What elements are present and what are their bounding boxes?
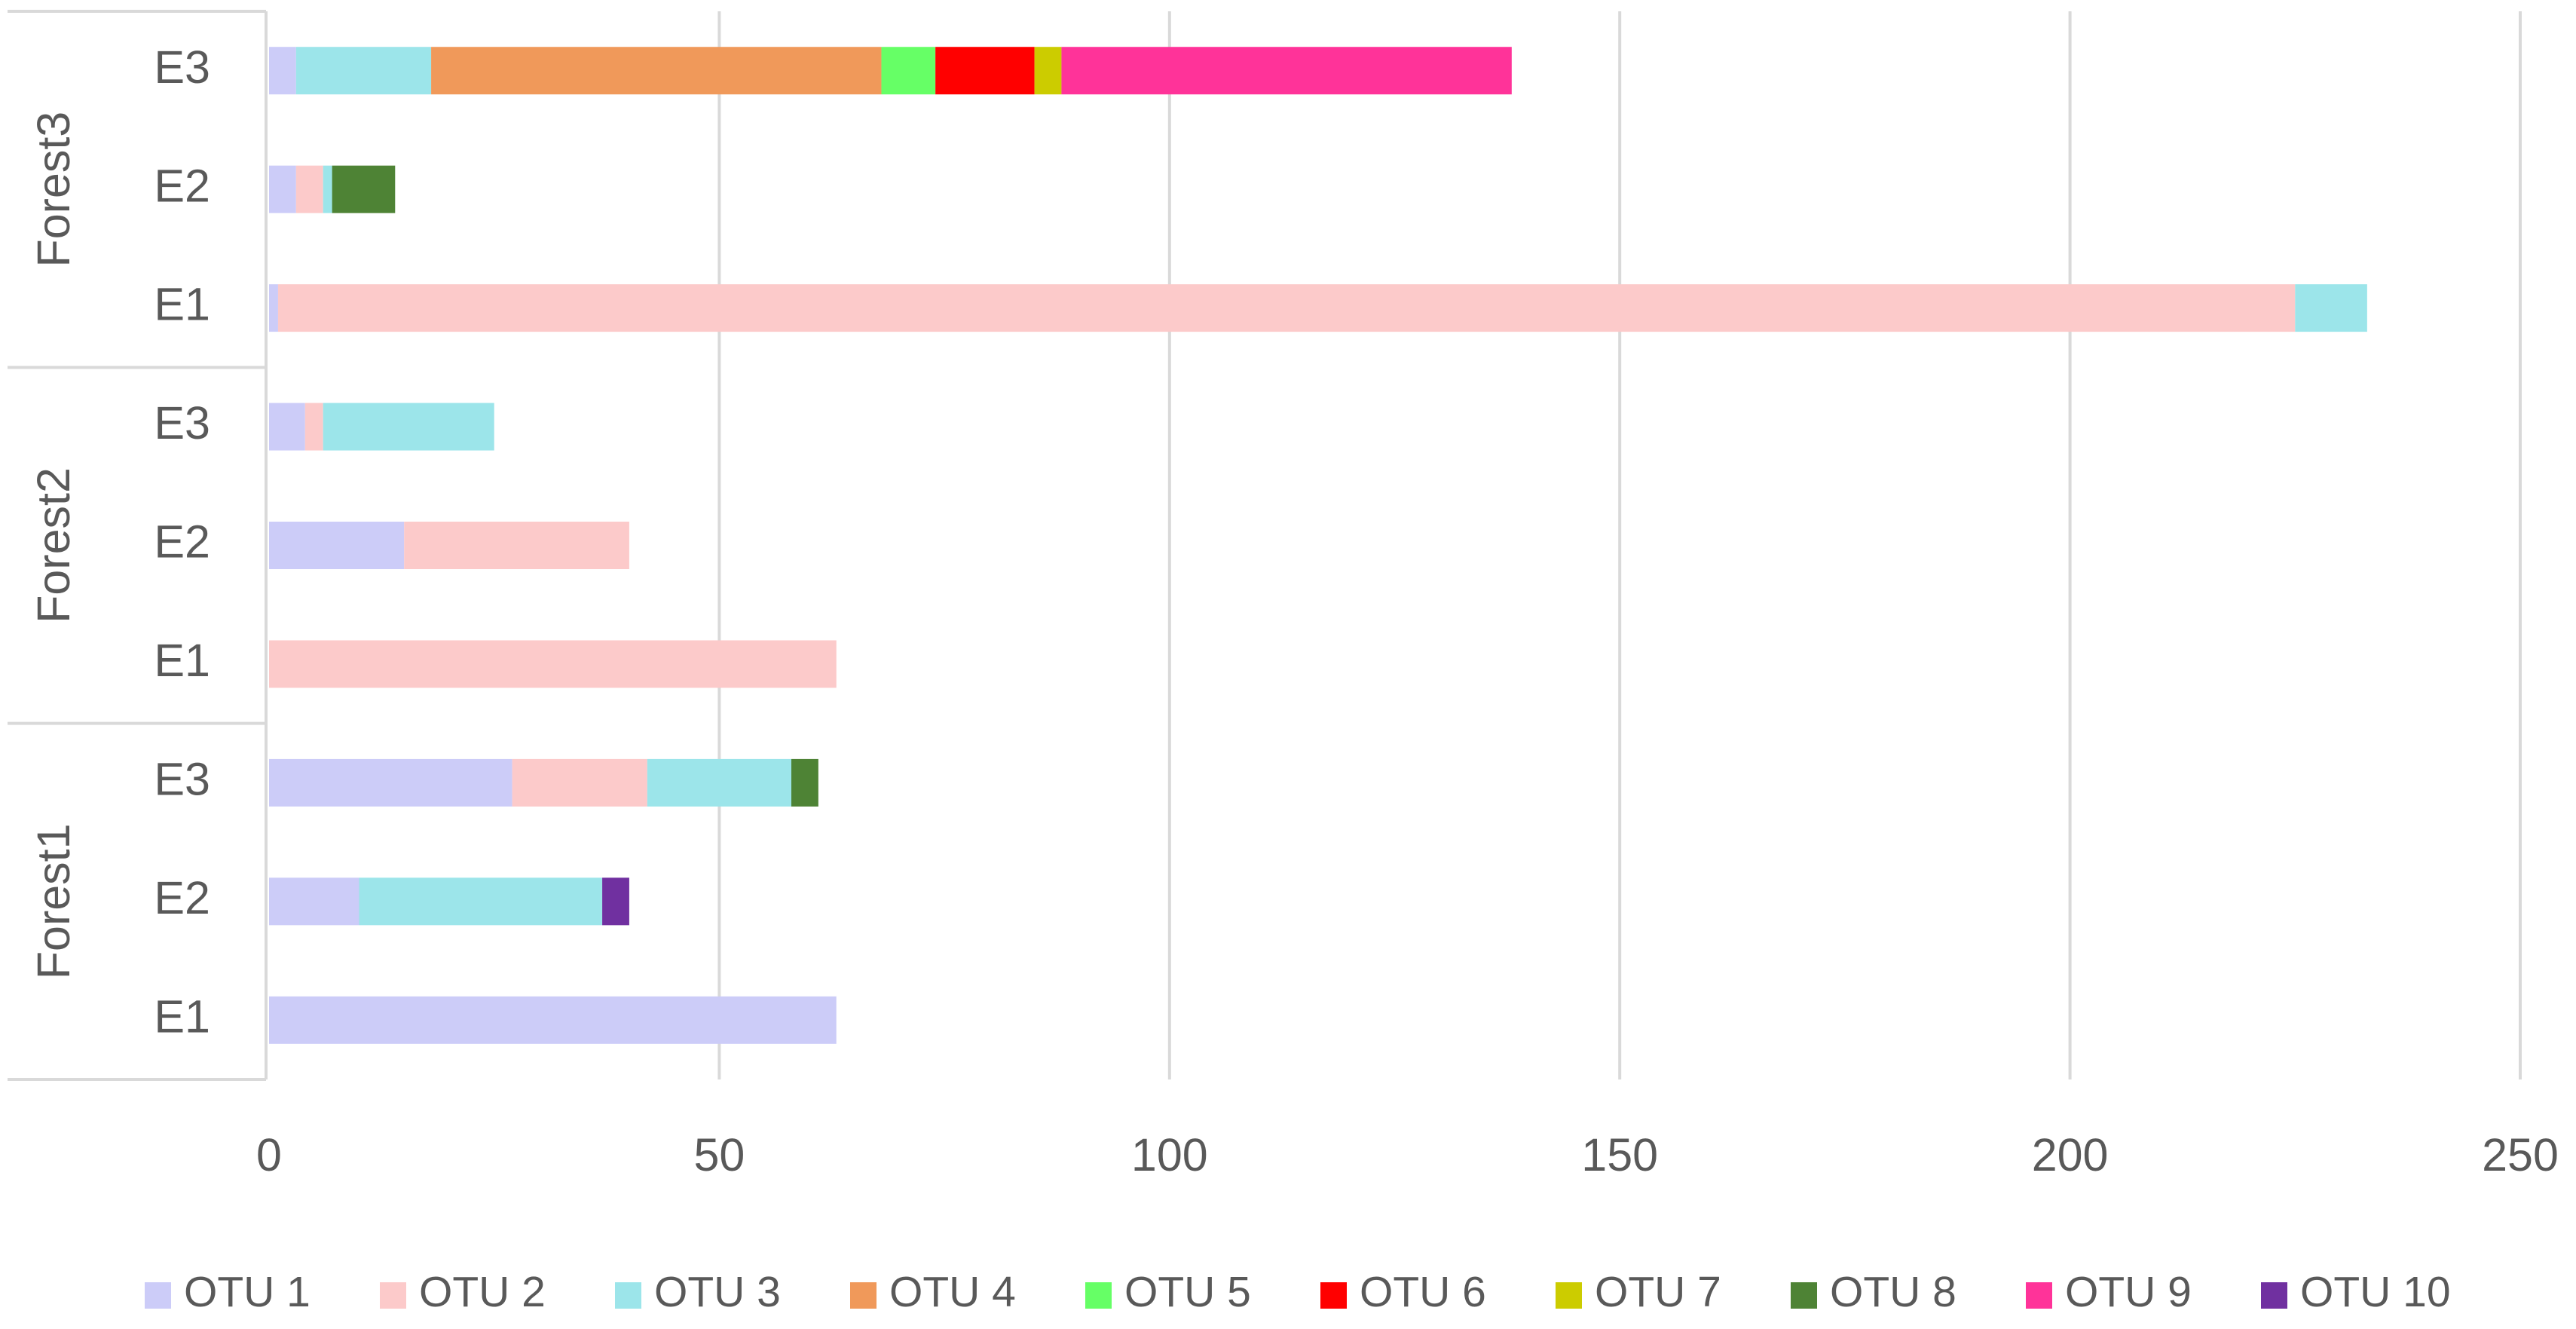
bar-segment <box>295 165 323 213</box>
y-tick-label: E1 <box>154 991 210 1042</box>
bar-segment <box>277 284 2296 332</box>
bar-segment <box>1061 47 1512 95</box>
legend-label: OTU 3 <box>654 1268 781 1316</box>
bar-segment <box>269 165 296 213</box>
y-tick-label: E2 <box>154 516 210 568</box>
bar-segment <box>359 877 603 926</box>
bar-segment <box>431 47 882 95</box>
group-label: Forest1 <box>28 823 79 979</box>
legend-label: OTU 8 <box>1830 1268 1956 1316</box>
bar-segment <box>269 403 305 451</box>
bar-segment <box>323 165 332 213</box>
bar-segment <box>269 47 296 95</box>
legend-swatch <box>380 1282 406 1309</box>
legend-label: OTU 6 <box>1360 1268 1486 1316</box>
bar-segment <box>269 877 359 926</box>
bar-segment <box>2295 284 2367 332</box>
group-label: Forest3 <box>28 112 79 268</box>
legend-label: OTU 9 <box>2065 1268 2192 1316</box>
legend-swatch <box>1085 1282 1112 1309</box>
x-tick-label: 0 <box>256 1129 282 1180</box>
bar-segment <box>881 47 936 95</box>
bar-segment <box>1034 47 1062 95</box>
bar-segment <box>323 403 494 451</box>
legend-label: OTU 10 <box>2300 1268 2451 1316</box>
x-tick-label: 250 <box>2482 1129 2559 1180</box>
group-label: Forest2 <box>28 467 79 623</box>
bar-segment <box>269 758 512 807</box>
x-tick-label: 100 <box>1131 1129 1208 1180</box>
bar-segment <box>404 522 629 569</box>
y-tick-label: E2 <box>154 872 210 923</box>
y-tick-label: E2 <box>154 160 210 211</box>
bar-segment <box>332 165 396 213</box>
x-tick-label: 200 <box>2032 1129 2109 1180</box>
x-tick-label: 50 <box>693 1129 745 1180</box>
x-tick-label: 150 <box>1581 1129 1658 1180</box>
legend-swatch <box>1791 1282 1817 1309</box>
legend-label: OTU 2 <box>419 1268 546 1316</box>
bar-segment <box>791 758 818 807</box>
legend-swatch <box>2261 1282 2287 1309</box>
legend-swatch <box>145 1282 171 1309</box>
y-tick-label: E1 <box>154 279 210 330</box>
legend-label: OTU 5 <box>1124 1268 1251 1316</box>
bar-segment <box>304 403 323 451</box>
legend-label: OTU 1 <box>184 1268 311 1316</box>
y-tick-label: E3 <box>154 397 210 449</box>
legend-swatch <box>2026 1282 2052 1309</box>
bar-segment <box>512 758 647 807</box>
legend-label: OTU 7 <box>1595 1268 1721 1316</box>
legend-swatch <box>1556 1282 1582 1309</box>
bar-segment <box>269 996 837 1044</box>
bar-segment <box>269 640 837 688</box>
bar-segment <box>647 758 791 807</box>
bar-segment <box>269 284 278 332</box>
legend-swatch <box>615 1282 641 1309</box>
bar-segment <box>269 522 405 569</box>
bar-segment <box>602 877 629 926</box>
y-tick-label: E1 <box>154 635 210 686</box>
y-tick-label: E3 <box>154 41 210 93</box>
bar-segment <box>935 47 1035 95</box>
legend-swatch <box>850 1282 877 1309</box>
bar-segment <box>295 47 432 95</box>
legend-label: OTU 4 <box>889 1268 1016 1316</box>
y-tick-label: E3 <box>154 753 210 804</box>
legend-swatch <box>1320 1282 1347 1309</box>
